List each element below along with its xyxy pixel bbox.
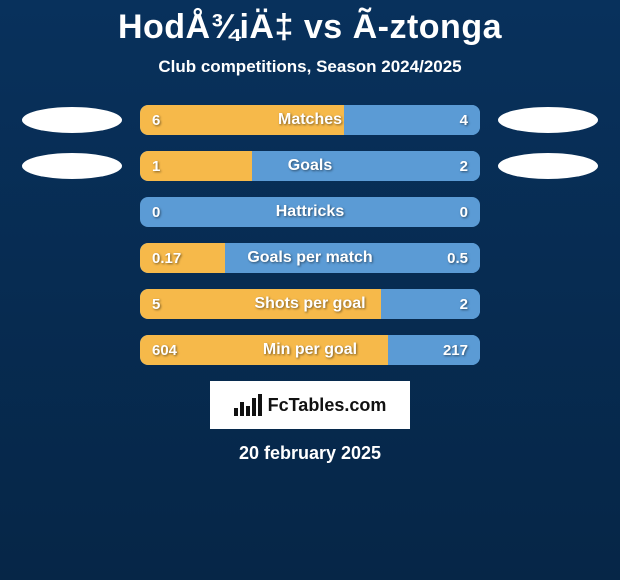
right-team-logo bbox=[498, 107, 598, 133]
bar-chart-icon bbox=[234, 394, 262, 416]
source-badge: FcTables.com bbox=[210, 381, 410, 429]
stat-row: 0Hattricks0 bbox=[0, 197, 620, 227]
stat-bar: 1Goals2 bbox=[140, 151, 480, 181]
stat-rows: 6Matches4 1Goals2 0Hattricks0 0.17Goals per… bbox=[0, 105, 620, 365]
stat-row: 5Shots per goal2 bbox=[0, 289, 620, 319]
page-title: HodÅ¾iÄ‡ vs Ã-ztonga bbox=[0, 8, 620, 47]
stat-bar: 6Matches4 bbox=[140, 105, 480, 135]
source-text: FcTables.com bbox=[268, 395, 387, 416]
right-value: 2 bbox=[460, 158, 468, 175]
stat-row: 0.17Goals per match0.5 bbox=[0, 243, 620, 273]
stat-bar: 0Hattricks0 bbox=[140, 197, 480, 227]
left-spacer bbox=[22, 245, 122, 271]
right-spacer bbox=[498, 337, 598, 363]
stat-row: 604Min per goal217 bbox=[0, 335, 620, 365]
stat-row: 6Matches4 bbox=[0, 105, 620, 135]
stat-label: Shots per goal bbox=[140, 295, 480, 313]
stat-label: Goals per match bbox=[140, 249, 480, 267]
left-spacer bbox=[22, 199, 122, 225]
left-team-logo bbox=[22, 107, 122, 133]
stat-row: 1Goals2 bbox=[0, 151, 620, 181]
comparison-infographic: HodÅ¾iÄ‡ vs Ã-ztonga Club competitions, … bbox=[0, 0, 620, 580]
stat-bar: 604Min per goal217 bbox=[140, 335, 480, 365]
stat-label: Min per goal bbox=[140, 341, 480, 359]
right-value: 4 bbox=[460, 112, 468, 129]
right-spacer bbox=[498, 199, 598, 225]
right-spacer bbox=[498, 291, 598, 317]
stat-label: Goals bbox=[140, 157, 480, 175]
left-team-logo bbox=[22, 153, 122, 179]
stat-bar: 5Shots per goal2 bbox=[140, 289, 480, 319]
subtitle: Club competitions, Season 2024/2025 bbox=[0, 57, 620, 77]
stat-label: Matches bbox=[140, 111, 480, 129]
right-team-logo bbox=[498, 153, 598, 179]
right-value: 0 bbox=[460, 204, 468, 221]
left-spacer bbox=[22, 337, 122, 363]
stat-bar: 0.17Goals per match0.5 bbox=[140, 243, 480, 273]
stat-label: Hattricks bbox=[140, 203, 480, 221]
right-value: 217 bbox=[443, 342, 468, 359]
right-value: 0.5 bbox=[447, 250, 468, 267]
date: 20 february 2025 bbox=[0, 443, 620, 464]
right-spacer bbox=[498, 245, 598, 271]
left-spacer bbox=[22, 291, 122, 317]
right-value: 2 bbox=[460, 296, 468, 313]
